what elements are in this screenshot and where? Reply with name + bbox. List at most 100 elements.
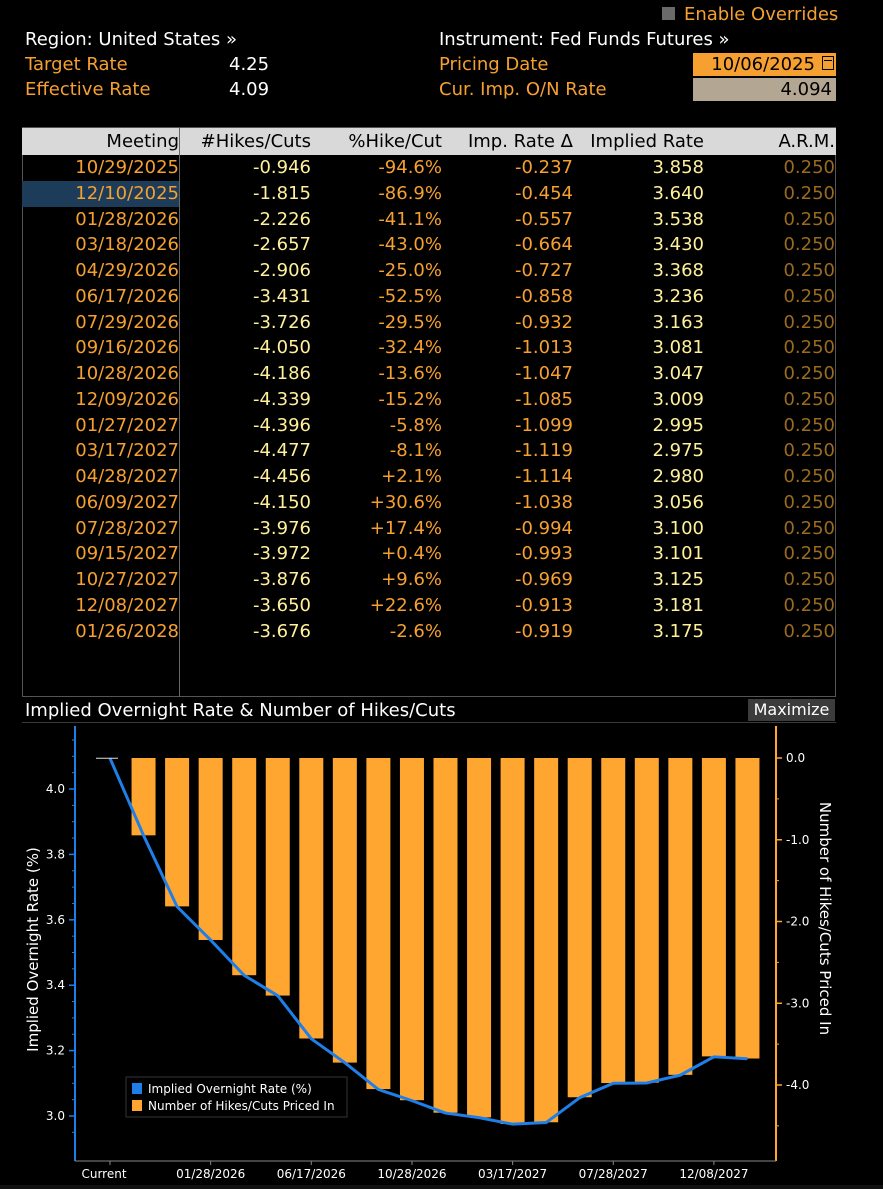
table-row[interactable]: 04/28/2027 -4.456 +2.1% -1.114 2.980 0.250 — [22, 464, 836, 490]
implied-rate-cell: 3.236 — [652, 285, 704, 307]
implied-rate-cell: 3.163 — [652, 311, 704, 333]
meeting-date-cell[interactable]: 10/27/2027 — [75, 569, 179, 590]
implied-rate-cell: 3.181 — [652, 594, 704, 616]
column-header-imp-rate-delta[interactable]: Imp. Rate Δ — [467, 131, 573, 152]
imp-rate-delta-cell: -0.969 — [514, 569, 573, 590]
pct-hike-cut-cell: -86.9% — [378, 182, 442, 204]
table-row[interactable]: 12/08/2027 -3.650 +22.6% -0.913 3.181 0.250 — [22, 593, 836, 619]
column-header-arm[interactable]: A.R.M. — [778, 131, 835, 152]
meeting-date-cell[interactable]: 09/16/2026 — [75, 337, 179, 359]
arm-cell: 0.250 — [783, 620, 835, 642]
instrument-selector[interactable]: Instrument: Fed Funds Futures » — [439, 29, 730, 50]
table-row[interactable]: 06/17/2026 -3.431 -52.5% -0.858 3.236 0.250 — [22, 284, 836, 310]
maximize-button[interactable]: Maximize — [748, 699, 835, 721]
table-row[interactable]: 10/28/2026 -4.186 -13.6% -1.047 3.047 0.250 — [22, 361, 836, 387]
arm-cell: 0.250 — [783, 569, 835, 590]
table-row[interactable]: 01/27/2027 -4.396 -5.8% -1.099 2.995 0.250 — [22, 413, 836, 439]
implied-rate-cell: 3.640 — [652, 182, 704, 204]
x-tick-label: 01/28/2026 — [176, 1167, 245, 1181]
meeting-date-cell[interactable]: 03/18/2026 — [75, 234, 179, 256]
table-row[interactable]: 03/18/2026 -2.657 -43.0% -0.664 3.430 0.250 — [22, 232, 836, 258]
imp-rate-delta-cell: -1.114 — [514, 466, 573, 487]
pct-hike-cut-cell: +17.4% — [369, 517, 442, 539]
meeting-date-cell[interactable]: 06/09/2027 — [75, 491, 179, 513]
table-row[interactable]: 04/29/2026 -2.906 -25.0% -0.727 3.368 0.250 — [22, 258, 836, 284]
table-row[interactable]: 07/29/2026 -3.726 -29.5% -0.932 3.163 0.250 — [22, 310, 836, 336]
calendar-icon[interactable] — [822, 56, 834, 70]
region-selector[interactable]: Region: United States » — [25, 29, 238, 50]
meeting-date-cell[interactable]: 01/26/2028 — [75, 620, 179, 642]
hikes-cuts-cell: -4.150 — [252, 491, 311, 513]
column-header-hikes-cuts[interactable]: #Hikes/Cuts — [200, 131, 311, 152]
enable-overrides-checkbox[interactable] — [662, 7, 675, 20]
pct-hike-cut-cell: -43.0% — [378, 234, 442, 256]
meeting-date-cell[interactable]: 07/28/2027 — [75, 517, 179, 539]
table-row[interactable]: 06/09/2027 -4.150 +30.6% -1.038 3.056 0.250 — [22, 490, 836, 516]
meeting-date-cell[interactable]: 06/17/2026 — [75, 285, 179, 307]
overnight-rate-field[interactable]: 4.094 — [693, 78, 836, 101]
pricing-date-field[interactable]: 10/06/2025 — [693, 53, 836, 76]
column-header-implied-rate[interactable]: Implied Rate — [590, 131, 704, 152]
table-row[interactable]: 03/17/2027 -4.477 -8.1% -1.119 2.975 0.250 — [22, 438, 836, 464]
pricing-date-value[interactable]: 10/06/2025 — [711, 54, 815, 75]
column-header-meeting[interactable]: Meeting — [106, 131, 179, 152]
pct-hike-cut-cell: +2.1% — [381, 466, 442, 487]
hikes-cuts-bar — [198, 758, 223, 940]
arm-cell: 0.250 — [783, 234, 835, 256]
table-row[interactable]: 09/15/2027 -3.972 +0.4% -0.993 3.101 0.250 — [22, 541, 836, 567]
meeting-date-cell[interactable]: 10/29/2025 — [75, 157, 179, 178]
table-row[interactable]: 10/27/2027 -3.876 +9.6% -0.969 3.125 0.250 — [22, 567, 836, 593]
pct-hike-cut-cell: -41.1% — [378, 208, 442, 230]
table-row[interactable]: 01/26/2028 -3.676 -2.6% -0.919 3.175 0.250 — [22, 619, 836, 645]
meeting-date-cell[interactable]: 10/28/2026 — [75, 363, 179, 384]
arm-cell: 0.250 — [783, 285, 835, 307]
enable-overrides-label[interactable]: Enable Overrides — [684, 4, 839, 25]
hikes-cuts-bar — [500, 758, 525, 1124]
hikes-cuts-cell: -3.676 — [252, 620, 311, 642]
meeting-date-cell[interactable]: 07/29/2026 — [75, 311, 179, 333]
meeting-date-cell[interactable]: 09/15/2027 — [75, 543, 179, 565]
hikes-cuts-bar — [433, 758, 458, 1113]
implied-rate-cell: 3.009 — [652, 388, 704, 410]
meeting-date-cell[interactable]: 12/09/2026 — [75, 388, 179, 410]
meeting-date-cell[interactable]: 03/17/2027 — [75, 440, 179, 462]
imp-rate-delta-cell: -0.858 — [514, 285, 573, 307]
implied-rate-cell: 3.430 — [652, 234, 704, 256]
hikes-cuts-bar — [332, 758, 357, 1063]
overnight-rate-value[interactable]: 4.094 — [780, 79, 832, 100]
imp-rate-delta-cell: -1.038 — [514, 491, 573, 513]
hikes-cuts-bar — [534, 758, 559, 1123]
x-tick-label: 06/17/2026 — [277, 1167, 346, 1181]
implied-rate-cell: 3.100 — [652, 517, 704, 539]
imp-rate-delta-cell: -0.454 — [514, 182, 573, 204]
imp-rate-delta-cell: -0.237 — [514, 157, 573, 178]
meeting-date-cell[interactable]: 04/29/2026 — [75, 260, 179, 281]
table-column-divider — [179, 128, 180, 697]
meetings-table — [22, 127, 836, 697]
meeting-date-cell[interactable]: 01/28/2026 — [75, 208, 179, 230]
arm-cell: 0.250 — [783, 337, 835, 359]
meeting-date-cell[interactable]: 01/27/2027 — [75, 414, 179, 436]
x-tick-label: 12/08/2027 — [679, 1167, 748, 1181]
arm-cell: 0.250 — [783, 157, 835, 178]
table-row[interactable]: 09/16/2026 -4.050 -32.4% -1.013 3.081 0.250 — [22, 335, 836, 361]
table-row[interactable]: 12/09/2026 -4.339 -15.2% -1.085 3.009 0.250 — [22, 387, 836, 413]
meeting-date-cell[interactable]: 04/28/2027 — [75, 466, 179, 487]
column-header-pct-hike-cut[interactable]: %Hike/Cut — [348, 131, 442, 152]
meeting-date-cell[interactable]: 12/10/2025 — [22, 180, 179, 207]
arm-cell: 0.250 — [783, 182, 835, 204]
implied-rate-cell: 3.056 — [652, 491, 704, 513]
imp-rate-delta-cell: -0.727 — [514, 260, 573, 281]
imp-rate-delta-cell: -0.932 — [514, 311, 573, 333]
overnight-rate-label: Cur. Imp. O/N Rate — [439, 79, 607, 100]
implied-rate-cell: 3.368 — [652, 260, 704, 281]
arm-cell: 0.250 — [783, 440, 835, 462]
table-row[interactable]: 07/28/2027 -3.976 +17.4% -0.994 3.100 0.250 — [22, 516, 836, 542]
table-row[interactable]: 12/10/2025 -1.815 -86.9% -0.454 3.640 0.250 — [22, 180, 836, 207]
meeting-date-cell[interactable]: 12/08/2027 — [75, 594, 179, 616]
implied-rate-cell: 2.975 — [652, 440, 704, 462]
table-row[interactable]: 10/29/2025 -0.946 -94.6% -0.237 3.858 0.250 — [22, 155, 836, 181]
table-row[interactable]: 01/28/2026 -2.226 -41.1% -0.557 3.538 0.250 — [22, 207, 836, 233]
implied-rate-cell: 3.081 — [652, 337, 704, 359]
hikes-cuts-bar — [399, 758, 424, 1101]
